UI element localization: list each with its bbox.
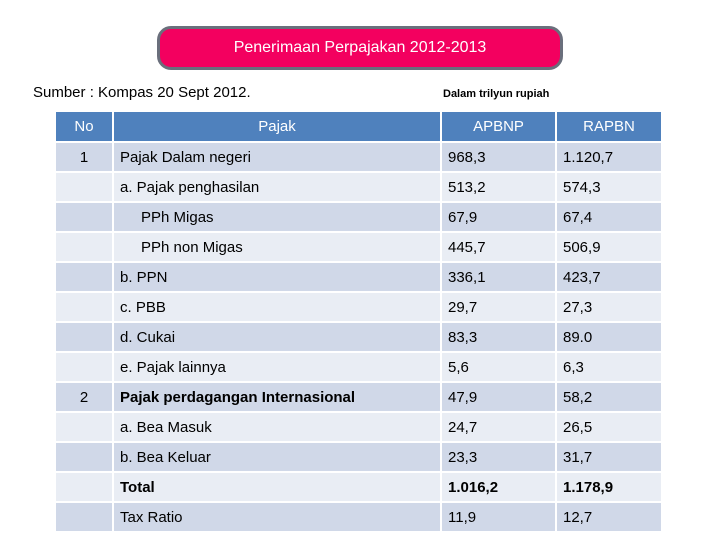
source-note: Sumber : Kompas 20 Sept 2012. [33, 84, 251, 101]
cell-apbnp: 336,1 [441, 262, 556, 292]
cell-apbnp: 1.016,2 [441, 472, 556, 502]
cell-rapbn: 1.178,9 [556, 472, 662, 502]
cell-apbnp: 29,7 [441, 292, 556, 322]
cell-apbnp: 23,3 [441, 442, 556, 472]
cell-apbnp: 968,3 [441, 142, 556, 172]
table-row: a. Pajak penghasilan 513,2 574,3 [55, 172, 662, 202]
cell-no: 2 [55, 382, 113, 412]
table-row: b. Bea Keluar 23,3 31,7 [55, 442, 662, 472]
cell-no [55, 502, 113, 532]
cell-pajak: Tax Ratio [113, 502, 441, 532]
cell-pajak: b. PPN [113, 262, 441, 292]
cell-pajak: Pajak Dalam negeri [113, 142, 441, 172]
header-no: No [55, 111, 113, 142]
cell-rapbn: 26,5 [556, 412, 662, 442]
tax-table: No Pajak APBNP RAPBN 1 Pajak Dalam neger… [55, 111, 662, 532]
cell-no [55, 472, 113, 502]
unit-note: Dalam trilyun rupiah [443, 88, 550, 100]
cell-apbnp: 445,7 [441, 232, 556, 262]
cell-rapbn: 58,2 [556, 382, 662, 412]
cell-rapbn: 423,7 [556, 262, 662, 292]
cell-pajak: b. Bea Keluar [113, 442, 441, 472]
table-row: Tax Ratio 11,9 12,7 [55, 502, 662, 532]
cell-no [55, 292, 113, 322]
table-row: b. PPN 336,1 423,7 [55, 262, 662, 292]
cell-no [55, 202, 113, 232]
cell-rapbn: 27,3 [556, 292, 662, 322]
header-rapbn: RAPBN [556, 111, 662, 142]
cell-pajak: a. Pajak penghasilan [113, 172, 441, 202]
table-row: PPh non Migas 445,7 506,9 [55, 232, 662, 262]
header-pajak: Pajak [113, 111, 441, 142]
cell-no [55, 262, 113, 292]
cell-apbnp: 24,7 [441, 412, 556, 442]
cell-rapbn: 1.120,7 [556, 142, 662, 172]
cell-rapbn: 67,4 [556, 202, 662, 232]
table-row: PPh Migas 67,9 67,4 [55, 202, 662, 232]
title-banner: Penerimaan Perpajakan 2012-2013 [157, 26, 563, 70]
cell-apbnp: 513,2 [441, 172, 556, 202]
cell-rapbn: 31,7 [556, 442, 662, 472]
cell-no [55, 172, 113, 202]
cell-pajak: PPh Migas [113, 202, 441, 232]
cell-rapbn: 506,9 [556, 232, 662, 262]
cell-pajak: a. Bea Masuk [113, 412, 441, 442]
cell-rapbn: 6,3 [556, 352, 662, 382]
cell-apbnp: 83,3 [441, 322, 556, 352]
cell-no [55, 442, 113, 472]
cell-rapbn: 89.0 [556, 322, 662, 352]
cell-no [55, 352, 113, 382]
cell-no [55, 232, 113, 262]
cell-apbnp: 67,9 [441, 202, 556, 232]
cell-no [55, 322, 113, 352]
page-title: Penerimaan Perpajakan 2012-2013 [233, 39, 487, 56]
table-row: a. Bea Masuk 24,7 26,5 [55, 412, 662, 442]
table-row: e. Pajak lainnya 5,6 6,3 [55, 352, 662, 382]
table-row: d. Cukai 83,3 89.0 [55, 322, 662, 352]
cell-apbnp: 47,9 [441, 382, 556, 412]
table-row: c. PBB 29,7 27,3 [55, 292, 662, 322]
cell-rapbn: 574,3 [556, 172, 662, 202]
table-row: 1 Pajak Dalam negeri 968,3 1.120,7 [55, 142, 662, 172]
header-apbnp: APBNP [441, 111, 556, 142]
cell-apbnp: 5,6 [441, 352, 556, 382]
cell-no [55, 412, 113, 442]
cell-pajak: Total [113, 472, 441, 502]
table-row: 2 Pajak perdagangan Internasional 47,9 5… [55, 382, 662, 412]
table-header-row: No Pajak APBNP RAPBN [55, 111, 662, 142]
cell-no: 1 [55, 142, 113, 172]
cell-pajak: Pajak perdagangan Internasional [113, 382, 441, 412]
cell-pajak: c. PBB [113, 292, 441, 322]
cell-pajak: e. Pajak lainnya [113, 352, 441, 382]
cell-pajak: PPh non Migas [113, 232, 441, 262]
cell-pajak: d. Cukai [113, 322, 441, 352]
cell-apbnp: 11,9 [441, 502, 556, 532]
cell-rapbn: 12,7 [556, 502, 662, 532]
table-row-total: Total 1.016,2 1.178,9 [55, 472, 662, 502]
